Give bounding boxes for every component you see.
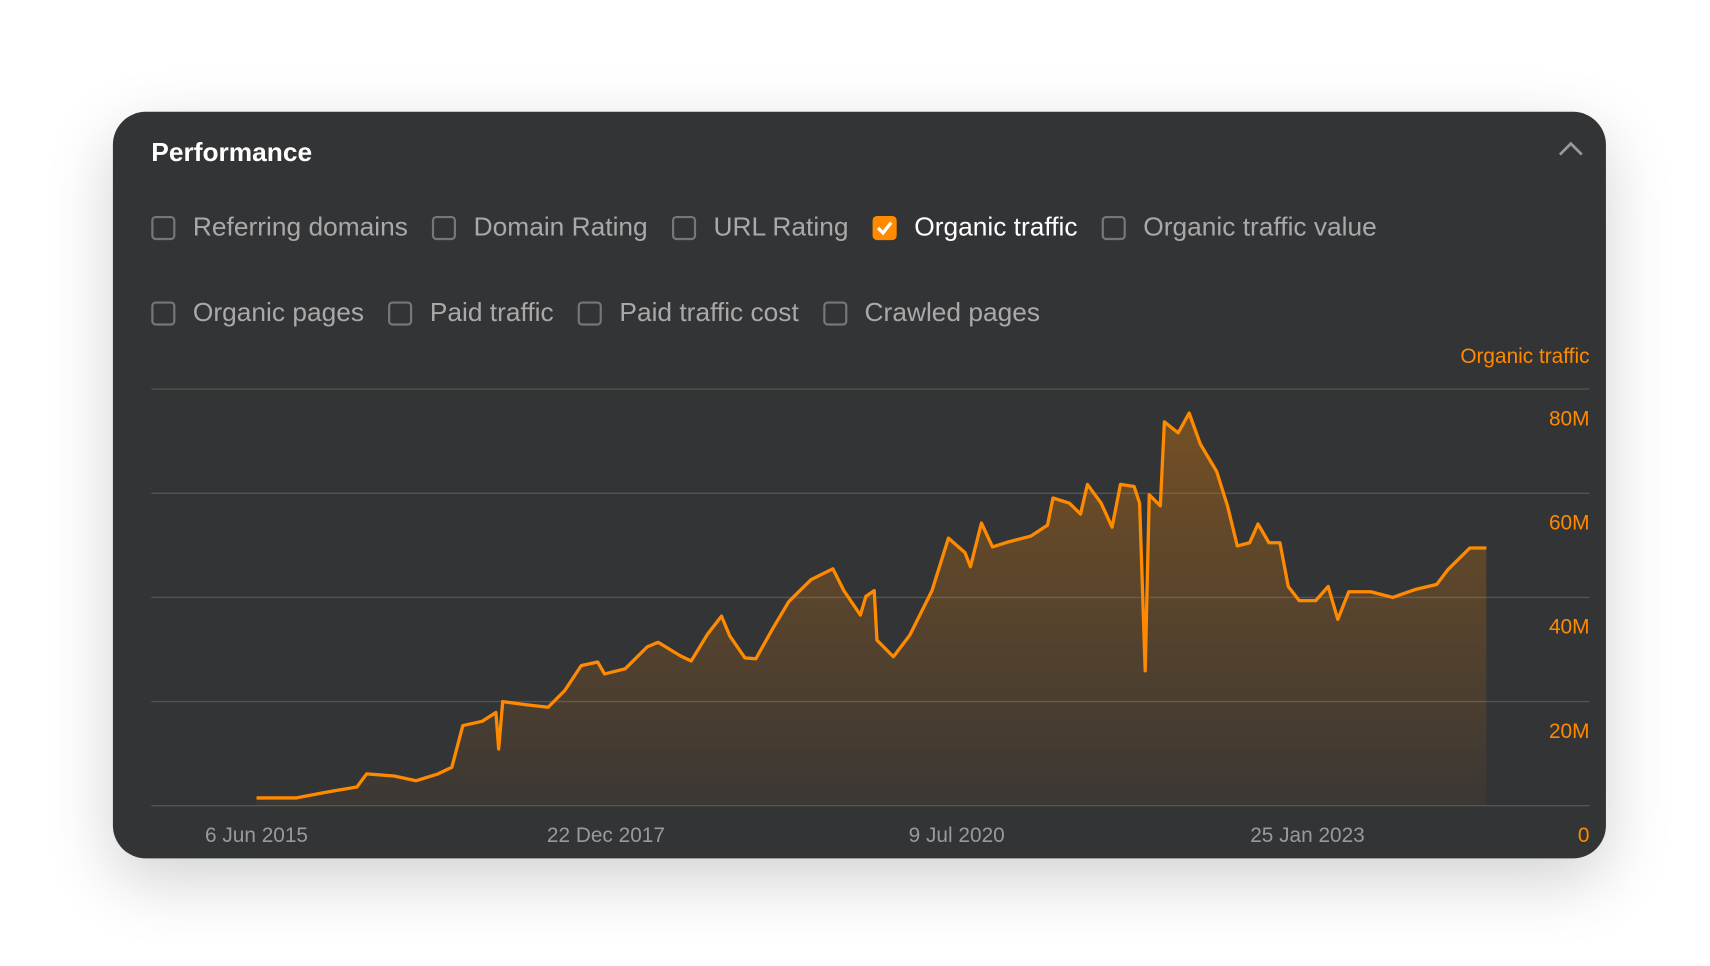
y-tick-label: 0 [1578,824,1590,847]
option-label: Organic traffic value [1143,212,1377,243]
checkbox[interactable] [872,215,897,241]
metric-option[interactable]: Organic traffic [872,212,1078,244]
y-tick-label: 80M [1549,407,1590,430]
checkbox[interactable] [151,215,176,241]
area-fill [256,413,1487,806]
option-label: Domain Rating [473,212,648,243]
x-tick-label: 25 Jan 2023 [1250,824,1365,847]
metric-option[interactable]: Crawled pages [822,298,1041,329]
option-label: Referring domains [192,212,408,243]
checkbox[interactable] [671,215,696,241]
option-label: Organic pages [192,298,365,328]
y-tick-label: 20M [1549,720,1590,743]
y-tick-label: 60M [1549,511,1590,534]
x-tick-label: 22 Dec 2017 [547,824,665,847]
metric-option[interactable]: Domain Rating [432,213,648,244]
option-label: Crawled pages [864,298,1041,328]
metric-option[interactable]: Organic pages [151,298,364,329]
metric-option[interactable]: URL Rating [671,212,849,244]
option-label: Paid traffic cost [619,298,799,328]
x-tick-label: 6 Jun 2015 [205,824,308,847]
panel-title: Performance [151,138,313,168]
metric-option[interactable]: Paid traffic cost [577,298,799,329]
option-label: Organic traffic [914,212,1078,243]
metric-option[interactable]: Paid traffic [388,298,554,329]
checkbox[interactable] [432,215,457,241]
checkbox[interactable] [151,301,176,326]
checkbox[interactable] [822,301,848,326]
option-label: URL Rating [713,212,849,243]
y-axis-label: Organic traffic [1460,345,1589,368]
checkbox[interactable] [388,301,413,326]
option-label: Paid traffic [429,298,554,328]
x-tick-label: 9 Jul 2020 [909,824,1005,847]
traffic-line [256,411,1487,800]
checkbox[interactable] [577,301,602,326]
checkbox[interactable] [1101,215,1126,241]
y-tick-label: 40M [1549,616,1590,639]
metric-option[interactable]: Referring domains [151,213,408,244]
metric-option[interactable]: Organic traffic value [1101,212,1377,244]
metric-options: Referring domains Domain Rating URL Rating… [151,213,1576,329]
collapse-button[interactable] [1558,140,1584,158]
